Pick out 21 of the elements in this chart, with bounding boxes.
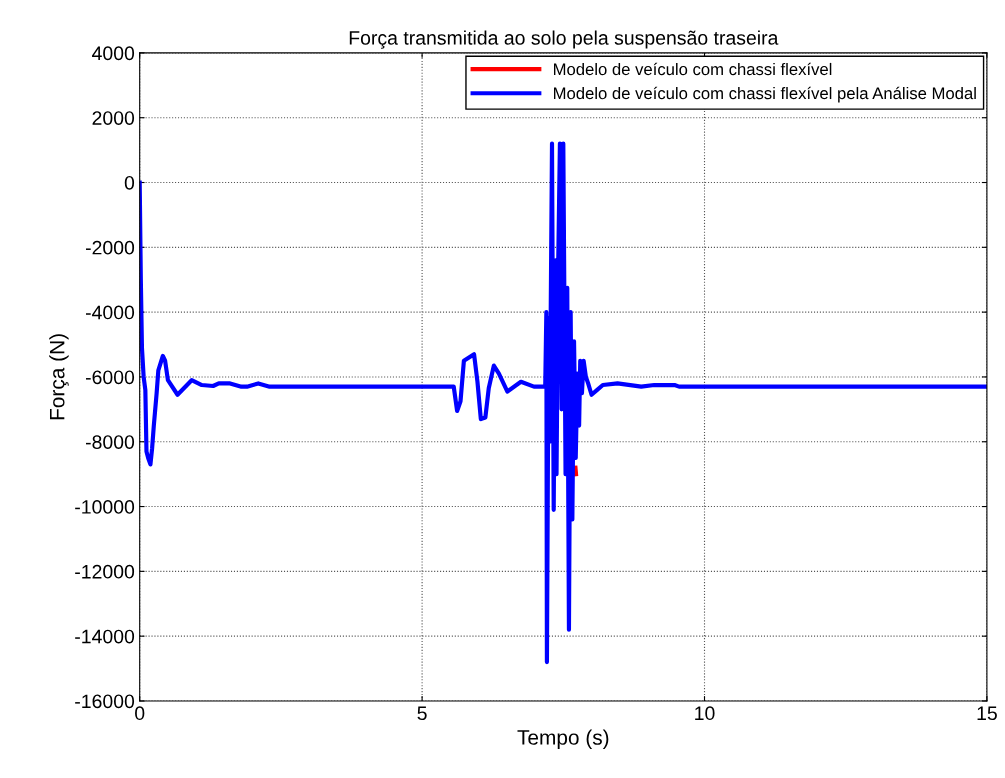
y-tick-label: -6000: [85, 370, 135, 385]
y-tick-label: 0: [124, 175, 135, 190]
y-tick-label: -2000: [85, 240, 135, 255]
legend-label: Modelo de veículo com chassi flexível: [554, 62, 832, 76]
x-axis-title: Tempo (s): [517, 729, 609, 749]
y-tick-label: -10000: [75, 500, 135, 514]
y-tick-label: -14000: [75, 629, 135, 644]
chart-title: Força transmitida ao solo pela suspensão traseira: [349, 30, 779, 49]
x-tick-label: 10: [695, 706, 715, 721]
x-tick-label: 15: [977, 706, 997, 721]
x-tick-label: 5: [417, 706, 427, 721]
y-tick-label: -8000: [85, 435, 135, 449]
y-tick-label: 4000: [92, 46, 135, 61]
y-tick-label: -4000: [85, 305, 135, 320]
x-tick-label: 0: [135, 706, 145, 721]
legend-label: Modelo de veículo com chassi flexível pela Análise Modal: [554, 86, 976, 103]
y-tick-label: -12000: [75, 564, 135, 579]
line-series: [139, 141, 987, 665]
y-tick-label: -16000: [75, 694, 135, 709]
y-axis-title: Força (N): [49, 334, 69, 420]
y-tick-label: 2000: [92, 111, 135, 125]
